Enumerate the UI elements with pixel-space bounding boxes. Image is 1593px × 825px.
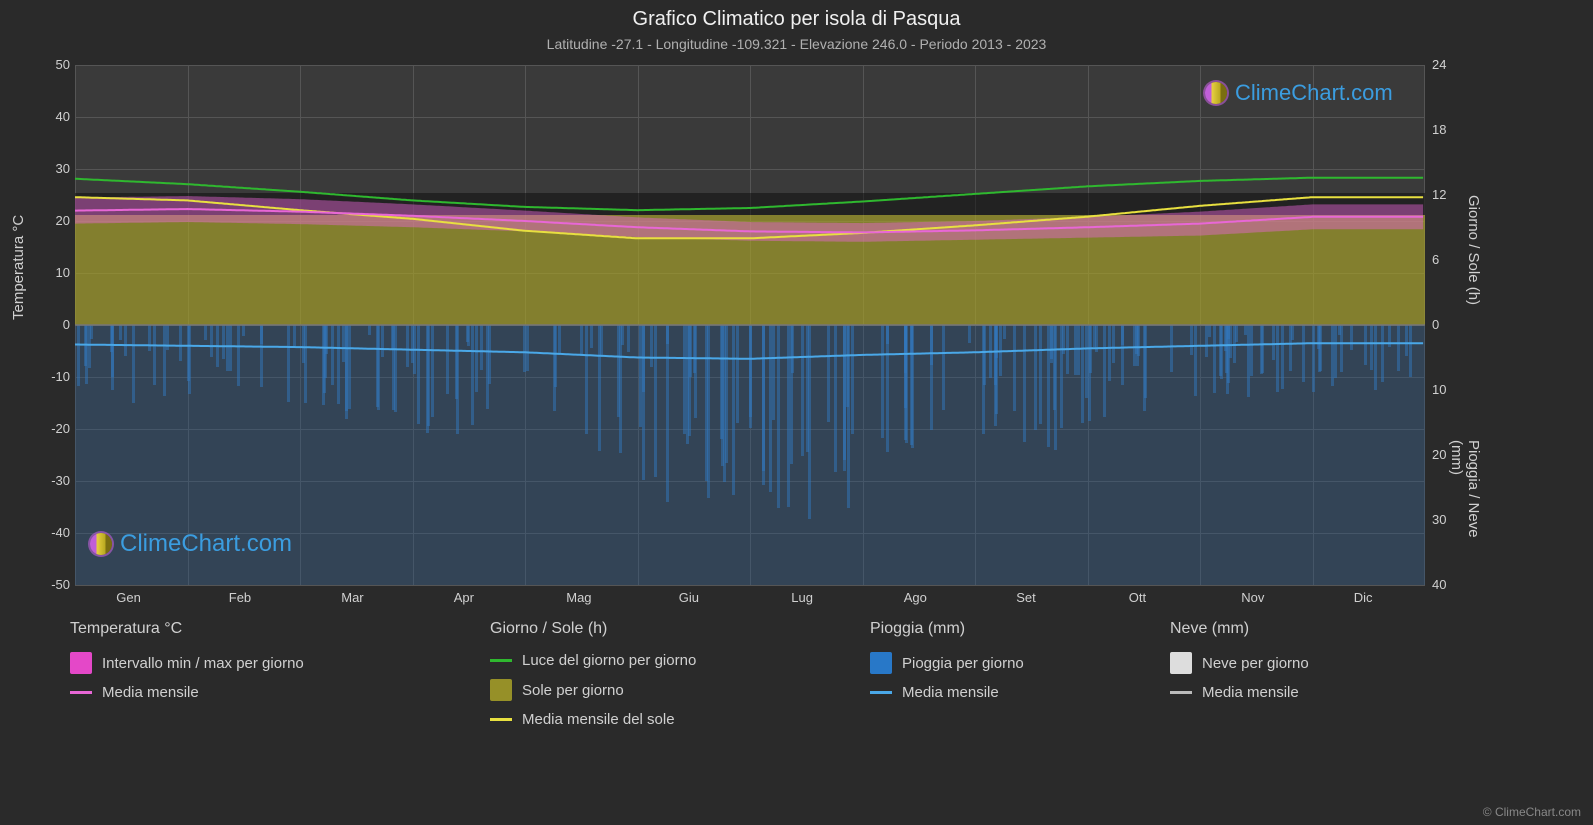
month-tick: Gen	[116, 590, 141, 605]
month-tick: Set	[1016, 590, 1036, 605]
legend-column: Temperatura °C Intervallo min / max per g…	[70, 620, 304, 711]
climechart-logo-icon	[90, 533, 112, 555]
legend-header: Giorno / Sole (h)	[490, 620, 696, 638]
plot-area	[75, 65, 1425, 585]
legend-header: Neve (mm)	[1170, 620, 1309, 638]
legend-header: Temperatura °C	[70, 620, 304, 638]
right-axis-tick-day: 24	[1432, 57, 1472, 72]
left-axis-tick: 40	[36, 109, 70, 124]
chart-subtitle: Latitudine -27.1 - Longitudine -109.321 …	[0, 36, 1593, 52]
legend-column: Pioggia (mm) Pioggia per giorno Media mens…	[870, 620, 1024, 711]
legend-item: Media mensile	[70, 684, 304, 701]
watermark: ClimeChart.com	[90, 530, 292, 558]
legend-item: Media mensile del sole	[490, 711, 696, 728]
legend-swatch	[490, 659, 512, 662]
month-tick: Mar	[341, 590, 363, 605]
climechart-logo-icon	[1205, 82, 1227, 104]
legend-label: Media mensile	[102, 684, 199, 701]
temp-range-band	[75, 196, 1423, 242]
left-axis-tick: -30	[36, 473, 70, 488]
legend-item: Media mensile	[870, 684, 1024, 701]
legend-label: Media mensile	[902, 684, 999, 701]
legend-label: Pioggia per giorno	[902, 655, 1024, 672]
legend-item: Luce del giorno per giorno	[490, 652, 696, 669]
left-axis-tick: -50	[36, 577, 70, 592]
legend-column: Neve (mm) Neve per giorno Media mensile	[1170, 620, 1309, 711]
month-tick: Ago	[904, 590, 927, 605]
left-axis-tick: -20	[36, 421, 70, 436]
legend-swatch	[870, 691, 892, 694]
legend-label: Neve per giorno	[1202, 655, 1309, 672]
left-axis-tick: 30	[36, 161, 70, 176]
right-axis-tick-day: 0	[1432, 317, 1472, 332]
month-tick: Ott	[1129, 590, 1146, 605]
month-tick: Giu	[679, 590, 699, 605]
rain-mean-line	[75, 343, 1423, 359]
right-axis-label-day: Giorno / Sole (h)	[1465, 195, 1482, 305]
month-tick: Nov	[1241, 590, 1264, 605]
left-axis-tick: -40	[36, 525, 70, 540]
right-axis-tick-rain: 20	[1432, 447, 1472, 462]
legend-swatch	[490, 679, 512, 701]
copyright: © ClimeChart.com	[1483, 805, 1581, 819]
legend-swatch	[70, 652, 92, 674]
left-axis-tick: 50	[36, 57, 70, 72]
month-tick: Mag	[566, 590, 591, 605]
legend-label: Luce del giorno per giorno	[522, 652, 696, 669]
legend-swatch	[490, 718, 512, 721]
right-axis-tick-day: 12	[1432, 187, 1472, 202]
legend-item: Intervallo min / max per giorno	[70, 652, 304, 674]
month-tick: Feb	[229, 590, 251, 605]
month-tick: Lug	[791, 590, 813, 605]
legend-item: Pioggia per giorno	[870, 652, 1024, 674]
left-axis-tick: 20	[36, 213, 70, 228]
plot-svg	[75, 65, 1425, 585]
legend: Temperatura °C Intervallo min / max per g…	[70, 620, 1520, 800]
left-axis-tick: -10	[36, 369, 70, 384]
chart-title: Grafico Climatico per isola di Pasqua	[0, 8, 1593, 31]
month-tick: Dic	[1354, 590, 1373, 605]
watermark-text: ClimeChart.com	[120, 530, 292, 558]
left-axis-tick: 10	[36, 265, 70, 280]
legend-swatch	[70, 691, 92, 694]
gridline-h	[75, 585, 1425, 586]
right-axis-tick-day: 6	[1432, 252, 1472, 267]
legend-swatch	[870, 652, 892, 674]
right-axis-tick-rain: 10	[1432, 382, 1472, 397]
legend-column: Giorno / Sole (h) Luce del giorno per gio…	[490, 620, 696, 738]
legend-label: Media mensile	[1202, 684, 1299, 701]
legend-swatch	[1170, 691, 1192, 694]
right-axis-tick-day: 18	[1432, 122, 1472, 137]
month-tick: Apr	[454, 590, 474, 605]
right-axis-tick-rain: 40	[1432, 577, 1472, 592]
legend-item: Sole per giorno	[490, 679, 696, 701]
legend-header: Pioggia (mm)	[870, 620, 1024, 638]
right-axis-tick-rain: 30	[1432, 512, 1472, 527]
left-axis-tick: 0	[36, 317, 70, 332]
legend-item: Media mensile	[1170, 684, 1309, 701]
legend-label: Intervallo min / max per giorno	[102, 655, 304, 672]
legend-swatch	[1170, 652, 1192, 674]
legend-item: Neve per giorno	[1170, 652, 1309, 674]
watermark-text: ClimeChart.com	[1235, 80, 1393, 106]
left-axis-label: Temperatura °C	[10, 215, 27, 320]
legend-label: Media mensile del sole	[522, 711, 675, 728]
legend-label: Sole per giorno	[522, 682, 624, 699]
watermark: ClimeChart.com	[1205, 80, 1393, 106]
